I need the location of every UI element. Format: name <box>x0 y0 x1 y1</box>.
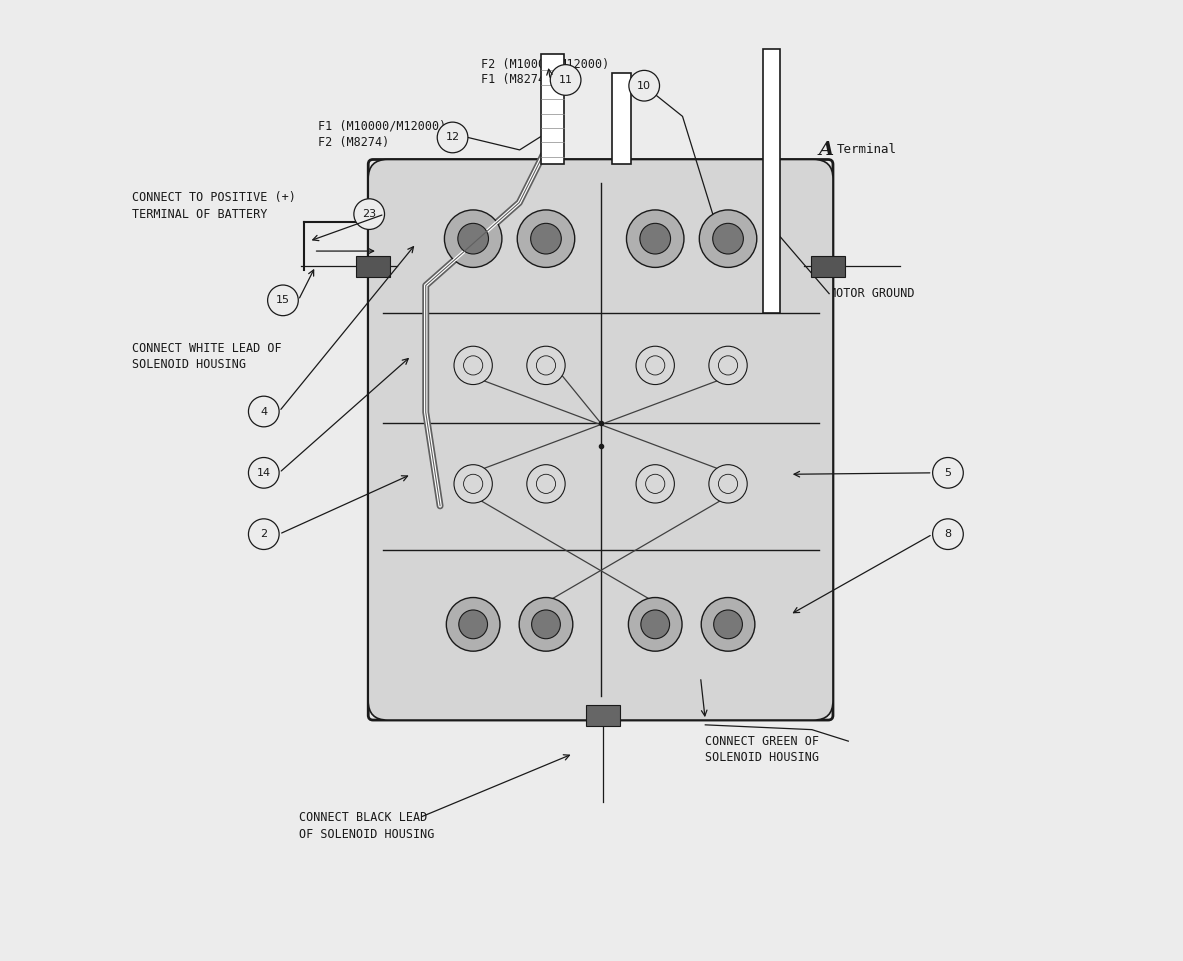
Circle shape <box>248 396 279 427</box>
Text: TERMINAL OF BATTERY: TERMINAL OF BATTERY <box>131 208 267 221</box>
Circle shape <box>550 64 581 95</box>
Text: 4: 4 <box>260 407 267 416</box>
Text: 5: 5 <box>944 468 951 478</box>
Circle shape <box>454 346 492 384</box>
Circle shape <box>446 598 500 652</box>
Circle shape <box>248 519 279 550</box>
Circle shape <box>248 457 279 488</box>
Bar <box>586 704 620 726</box>
Circle shape <box>712 223 743 254</box>
Bar <box>356 256 390 277</box>
Circle shape <box>636 465 674 503</box>
Circle shape <box>454 465 492 503</box>
Text: 14: 14 <box>257 468 271 478</box>
Circle shape <box>709 465 748 503</box>
Text: 15: 15 <box>276 295 290 306</box>
Text: CONNECT WHITE LEAD OF: CONNECT WHITE LEAD OF <box>131 342 282 355</box>
Text: A: A <box>819 141 834 159</box>
Circle shape <box>713 610 743 639</box>
Circle shape <box>709 346 748 384</box>
Text: CONNECT TO POSITIVE (+): CONNECT TO POSITIVE (+) <box>131 191 296 205</box>
Text: SOLENOID HOUSING: SOLENOID HOUSING <box>705 751 819 764</box>
Text: F1 (M8274): F1 (M8274) <box>481 73 552 86</box>
Text: 23: 23 <box>362 209 376 219</box>
Circle shape <box>517 209 575 267</box>
Text: Terminal: Terminal <box>836 143 897 157</box>
Text: MOTOR GROUND: MOTOR GROUND <box>829 287 914 300</box>
Circle shape <box>526 465 565 503</box>
Bar <box>763 49 780 313</box>
Circle shape <box>445 209 502 267</box>
Circle shape <box>459 610 487 639</box>
Circle shape <box>932 519 963 550</box>
Circle shape <box>641 610 670 639</box>
Text: 10: 10 <box>638 81 651 90</box>
Circle shape <box>354 199 384 230</box>
Circle shape <box>438 122 468 153</box>
Text: 11: 11 <box>558 75 573 85</box>
Circle shape <box>640 223 671 254</box>
Circle shape <box>636 346 674 384</box>
Circle shape <box>628 598 683 652</box>
Circle shape <box>267 285 298 315</box>
Circle shape <box>629 70 660 101</box>
Text: F1 (M10000/M12000): F1 (M10000/M12000) <box>318 119 447 133</box>
Circle shape <box>702 598 755 652</box>
Text: OF SOLENOID HOUSING: OF SOLENOID HOUSING <box>299 827 434 841</box>
Circle shape <box>526 346 565 384</box>
Circle shape <box>932 457 963 488</box>
Bar <box>810 256 846 277</box>
Circle shape <box>699 209 757 267</box>
Circle shape <box>531 223 561 254</box>
Circle shape <box>627 209 684 267</box>
Circle shape <box>519 598 573 652</box>
Text: 2: 2 <box>260 530 267 539</box>
Bar <box>542 54 564 164</box>
Text: 8: 8 <box>944 530 951 539</box>
Text: F2 (M10000/M12000): F2 (M10000/M12000) <box>481 57 609 70</box>
Circle shape <box>458 223 489 254</box>
Text: SOLENOID HOUSING: SOLENOID HOUSING <box>131 358 246 371</box>
FancyBboxPatch shape <box>368 160 833 720</box>
Text: 12: 12 <box>446 133 460 142</box>
Text: F2 (M8274): F2 (M8274) <box>318 136 389 149</box>
Text: CONNECT BLACK LEAD: CONNECT BLACK LEAD <box>299 811 427 825</box>
Text: CONNECT GREEN OF: CONNECT GREEN OF <box>705 734 819 748</box>
Circle shape <box>531 610 561 639</box>
Bar <box>612 73 631 164</box>
FancyBboxPatch shape <box>368 160 833 720</box>
